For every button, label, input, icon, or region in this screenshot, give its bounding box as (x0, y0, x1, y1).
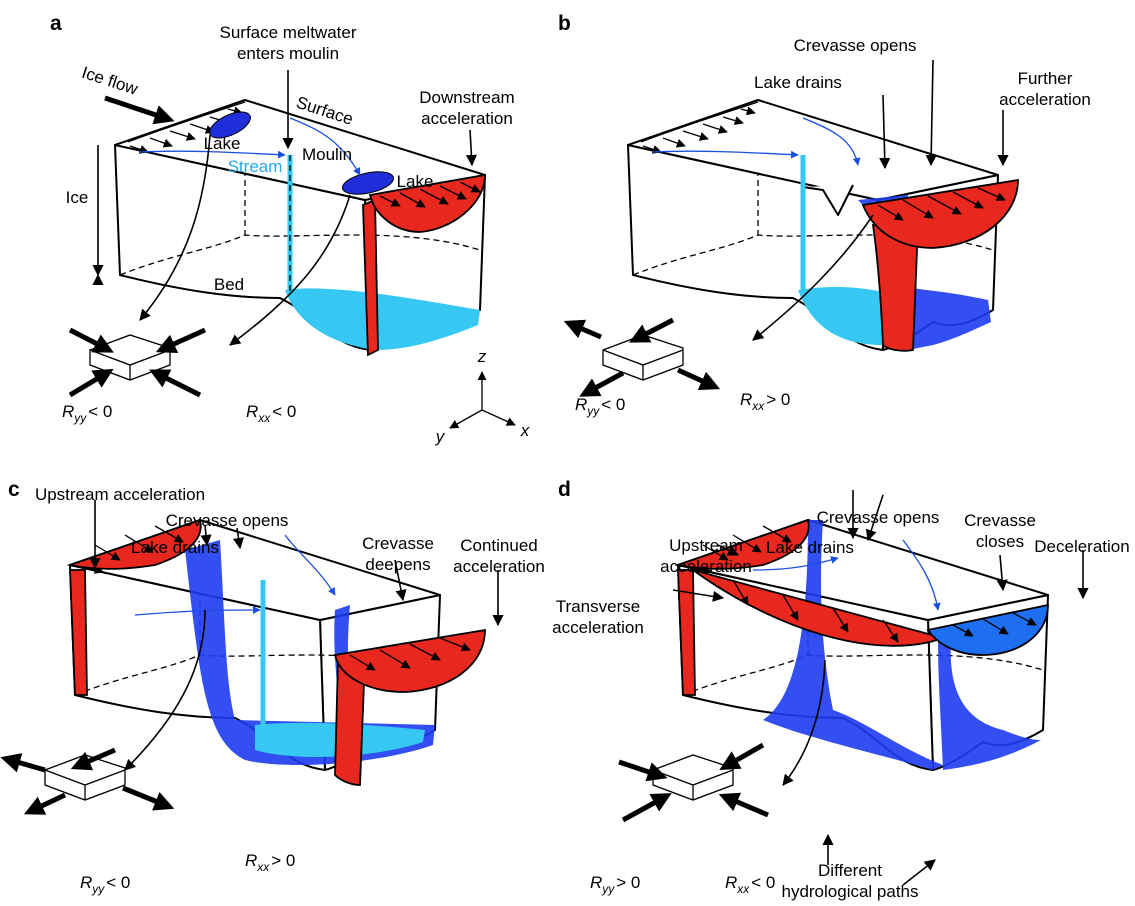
stress-subscript: xx (256, 860, 270, 874)
stress-symbol: R (590, 873, 602, 892)
annotation: Ice (66, 188, 89, 207)
stress-relation: > 0 (766, 390, 790, 409)
stress-arrow (619, 762, 658, 775)
panel-label: d (558, 478, 571, 501)
annotation: Crevasse opens (817, 508, 940, 527)
annotation: Ice flow (79, 63, 140, 99)
axis-label: y (435, 427, 446, 446)
annotation: acceleration (552, 618, 644, 637)
stress-relation: > 0 (616, 873, 640, 892)
annotation: Crevasse opens (794, 36, 917, 55)
stress-relation: < 0 (601, 395, 625, 414)
axes (450, 372, 515, 428)
stress-label: Ryy< 0 (80, 873, 130, 896)
stress-relation: < 0 (272, 402, 296, 421)
annotation: Deceleration (1034, 537, 1129, 556)
annotation: acceleration (660, 557, 752, 576)
annotation: Stream (228, 157, 283, 176)
annotation: Transverse (556, 597, 640, 616)
stress-symbol: R (246, 402, 258, 421)
annotation: Lake (204, 134, 241, 153)
stress-arrow (10, 760, 45, 770)
stress-label: Ryy< 0 (575, 395, 625, 418)
stress-subscript: xx (736, 882, 750, 896)
annotation: Moulin (302, 145, 352, 164)
annotation: acceleration (421, 109, 513, 128)
stress-subscript: yy (586, 404, 600, 418)
stress-subscript: yy (73, 411, 87, 425)
stress-subscript: xx (751, 399, 765, 413)
annotation: acceleration (453, 557, 545, 576)
annotation: hydrological paths (781, 882, 918, 901)
figure: a Surface meltwater enters moulin Ice flow S… (0, 0, 1135, 906)
meltwater (798, 287, 883, 345)
stress-relation: < 0 (88, 402, 112, 421)
stress-arrow (728, 745, 763, 765)
annotation: Further (1018, 69, 1073, 88)
annotation: Upstream (669, 536, 743, 555)
stress-subscript: xx (257, 411, 271, 425)
stress-relation: < 0 (106, 873, 130, 892)
annotation: enters moulin (237, 44, 339, 63)
ice-flow-arrow (105, 98, 165, 118)
panel-label: c (8, 478, 20, 501)
annotation: acceleration (999, 90, 1091, 109)
annotation: Bed (214, 275, 244, 294)
annotation: Crevasse (362, 534, 434, 553)
stress-label: Rxx> 0 (245, 851, 295, 874)
stress-arrow (588, 373, 623, 392)
annotation: Lake (397, 172, 434, 191)
stress-arrow (573, 325, 601, 337)
stress-arrow (638, 320, 673, 338)
stress-relation: > 0 (271, 851, 295, 870)
annotation: Lake drains (766, 538, 854, 557)
annotation: Upstream acceleration (35, 485, 205, 504)
panel-label: a (50, 12, 62, 35)
stress-label: Rxx< 0 (725, 873, 775, 896)
stress-label: Rxx> 0 (740, 390, 790, 413)
axis-label: z (477, 347, 487, 366)
stress-symbol: R (62, 402, 74, 421)
annotation: Lake drains (131, 538, 219, 557)
panel-label: b (558, 12, 571, 35)
stress-arrow (33, 795, 65, 810)
annotation: Surface meltwater (220, 23, 357, 42)
annotation: Continued (460, 536, 538, 555)
stress-label: Rxx< 0 (246, 402, 296, 425)
annotation: Different (818, 861, 882, 880)
annotation: Crevasse opens (166, 511, 289, 530)
stress-subscript: yy (601, 882, 615, 896)
stress-subscript: yy (91, 882, 105, 896)
stress-arrow (123, 788, 165, 805)
stress-symbol: R (725, 873, 737, 892)
annotation: Downstream (419, 88, 514, 107)
stress-symbol: R (245, 851, 257, 870)
stress-symbol: R (80, 873, 92, 892)
stress-arrow (728, 798, 768, 815)
annotation: Lake drains (754, 73, 842, 92)
stress-arrow (678, 370, 711, 385)
acceleration-edge (70, 570, 87, 695)
panel-b (573, 60, 1018, 392)
annotation: deepens (365, 555, 430, 574)
stress-arrow (623, 798, 663, 820)
stress-symbol: R (740, 390, 752, 409)
stress-label: Ryy< 0 (62, 402, 112, 425)
stress-label: Ryy> 0 (590, 873, 640, 896)
axis-label: x (520, 421, 530, 440)
pointer (470, 130, 472, 165)
annotation: closes (976, 532, 1024, 551)
acceleration-edge (678, 570, 695, 695)
stress-symbol: R (575, 395, 587, 414)
annotation: Crevasse (964, 511, 1036, 530)
stress-relation: < 0 (751, 873, 775, 892)
pointer (931, 60, 933, 165)
